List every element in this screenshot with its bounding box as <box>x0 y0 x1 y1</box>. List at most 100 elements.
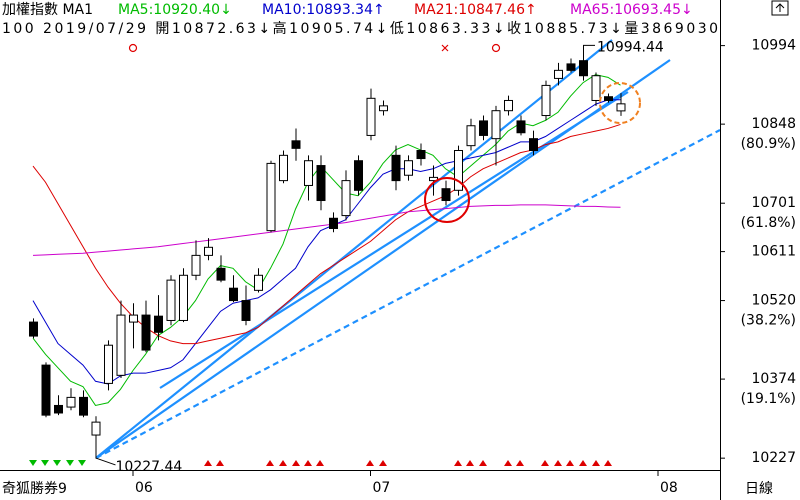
candle-body <box>254 274 263 291</box>
candle-body <box>604 96 613 101</box>
signal <box>491 43 501 53</box>
ma-line <box>32 204 621 256</box>
y-tick-label: 10848 <box>751 116 796 132</box>
candle-body <box>541 84 551 117</box>
signal-markers <box>128 43 501 53</box>
buy-signal <box>304 460 312 466</box>
candle-body <box>266 162 276 232</box>
ma-line <box>32 99 621 385</box>
scroll-icon <box>775 3 785 12</box>
candle-body <box>304 160 313 186</box>
legend-entry: MA65:10693.45↓ <box>570 2 693 18</box>
signal <box>441 44 449 52</box>
candle-body <box>41 364 51 416</box>
candle-body <box>591 75 601 101</box>
buy-signal <box>204 460 212 466</box>
candle-body <box>104 344 113 384</box>
candle-body <box>191 254 201 276</box>
trend-line <box>159 91 629 389</box>
candle-body <box>329 217 338 229</box>
candle-body <box>566 63 576 71</box>
candle-body <box>479 120 488 136</box>
candle-body <box>466 125 476 147</box>
candle-body <box>554 69 563 79</box>
buy-signal <box>592 460 600 466</box>
high-label: 10994.44 <box>597 39 664 55</box>
candle-body <box>129 314 138 323</box>
candle-body <box>179 274 188 321</box>
candle-body <box>316 165 326 202</box>
footer-left: 奇狐勝券9 <box>2 480 67 497</box>
candle-body <box>204 246 213 256</box>
buy-signal <box>504 460 512 466</box>
footer-right: 日線 <box>745 481 773 497</box>
candle-body <box>616 103 626 112</box>
plot <box>29 45 626 458</box>
candle-body <box>79 396 88 416</box>
low-label: 10227.44 <box>116 459 183 475</box>
candle-body <box>416 149 426 160</box>
x-tick-label: 08 <box>660 480 678 496</box>
candle-body <box>341 180 351 217</box>
candle-body <box>516 120 526 134</box>
trend-line <box>95 39 613 459</box>
buy-signal <box>316 460 324 466</box>
buy-signal <box>279 460 287 466</box>
buy-signal <box>454 460 462 466</box>
ma-line <box>32 123 621 345</box>
fib-label: (61.8%) <box>741 215 796 231</box>
legend-entry: MA10:10893.34↑ <box>262 2 385 18</box>
y-tick-label: 10520 <box>751 293 796 309</box>
info: 100 2019/07/29 開10872.63↓高10905.74↓低1086… <box>2 20 718 37</box>
candle-body <box>29 321 38 337</box>
candle-body <box>291 140 301 149</box>
trend-line <box>95 129 721 459</box>
header-bg <box>0 0 720 38</box>
candle-body <box>504 99 513 112</box>
buy-signal <box>479 460 487 466</box>
candle-body <box>166 279 176 321</box>
y-tick-label: 10227 <box>751 450 796 466</box>
fib-label: (80.9%) <box>741 136 796 152</box>
candle-body <box>216 267 226 281</box>
fib-label: (19.1%) <box>741 391 796 407</box>
candle-body <box>404 160 413 176</box>
candle-body <box>454 149 463 191</box>
candle-body <box>366 97 376 136</box>
candle-body <box>379 105 388 112</box>
buy-signal <box>266 460 274 466</box>
y-tick-label: 10611 <box>751 244 796 260</box>
buy-signal <box>216 460 224 466</box>
candle-body <box>429 176 438 182</box>
sell-signal <box>29 460 37 466</box>
triangles <box>29 460 612 466</box>
candle-body <box>279 154 288 182</box>
buy-signal <box>566 460 574 466</box>
x-tick-label: 07 <box>373 480 391 496</box>
sell-signal <box>41 460 49 466</box>
legend-entry: MA5:10920.40↓ <box>118 2 232 18</box>
candle-body <box>141 314 151 351</box>
buy-signal <box>516 460 524 466</box>
legend-entry: MA21:10847.46↑ <box>414 2 537 18</box>
candle-body <box>529 138 538 151</box>
buy-signal <box>366 460 374 466</box>
y-tick-label: 10374 <box>751 371 796 387</box>
buy-signal <box>554 460 562 466</box>
buy-signal <box>604 460 612 466</box>
buy-signal <box>579 460 587 466</box>
buy-signal <box>541 460 549 466</box>
y-tick-label: 10994 <box>751 38 796 54</box>
buy-signal <box>379 460 387 466</box>
signal <box>128 43 138 53</box>
buy-signal <box>292 460 300 466</box>
candle-body <box>441 188 451 202</box>
candle-body <box>491 110 501 140</box>
x-tick-label: 06 <box>135 480 153 496</box>
candle-body <box>241 300 251 321</box>
candle-body <box>66 396 76 408</box>
title: 加權指數 MA1 <box>2 2 93 18</box>
sell-signal <box>66 460 74 466</box>
trend-lines <box>95 39 721 459</box>
